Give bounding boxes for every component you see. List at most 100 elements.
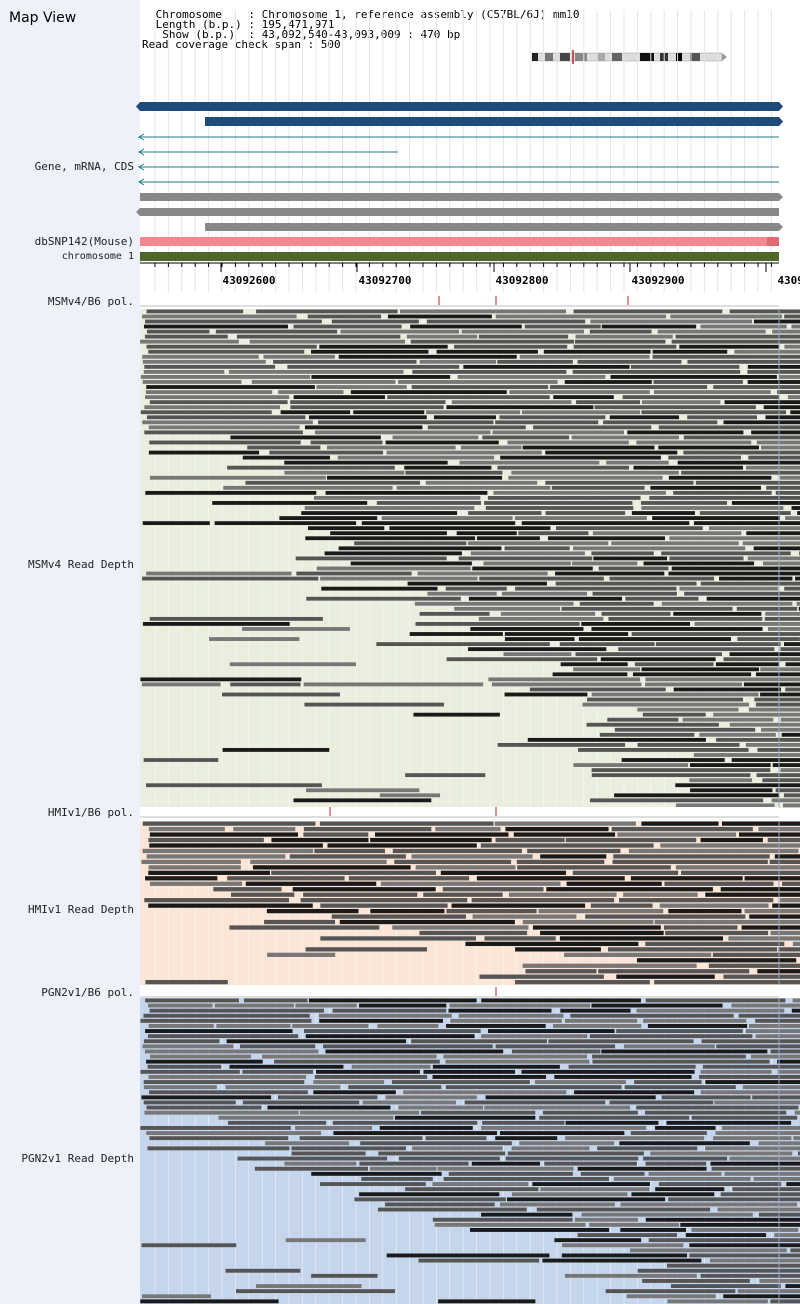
sequence-read <box>593 556 668 561</box>
sequence-read <box>143 1039 220 1044</box>
sequence-read <box>540 854 607 859</box>
sequence-read <box>636 1008 785 1013</box>
sequence-read <box>148 1024 214 1028</box>
sequence-read <box>655 642 781 647</box>
sequence-read <box>636 440 752 445</box>
sequence-read <box>753 546 800 551</box>
sequence-read <box>227 1120 327 1125</box>
sequence-read <box>285 1238 366 1243</box>
sequence-read <box>330 531 447 536</box>
sequence-read <box>719 576 793 581</box>
sequence-read <box>543 349 651 354</box>
sequence-read <box>144 1110 299 1115</box>
sequence-read <box>142 359 266 364</box>
sequence-read <box>603 420 718 425</box>
sequence-read <box>499 415 606 420</box>
sequence-read <box>361 521 516 526</box>
sequence-read <box>242 455 330 460</box>
sequence-read <box>783 803 800 808</box>
sequence-read <box>720 1192 800 1197</box>
sequence-read <box>578 637 732 641</box>
chromosome-ideogram <box>531 50 727 64</box>
sequence-read <box>668 571 800 576</box>
sequence-read <box>504 637 575 641</box>
sequence-read <box>456 531 517 536</box>
sequence-read <box>476 536 540 541</box>
sequence-read <box>293 798 432 803</box>
sequence-read <box>450 1018 562 1023</box>
cds-feature <box>205 223 779 231</box>
sequence-read <box>601 611 671 616</box>
sequence-read <box>461 329 584 334</box>
sequence-read <box>565 1120 659 1125</box>
sequence-read <box>534 1080 626 1084</box>
sequence-read <box>479 974 604 979</box>
sequence-read <box>376 642 550 647</box>
sequence-read <box>687 359 800 364</box>
sequence-read <box>793 1136 800 1141</box>
sequence-read <box>214 521 357 526</box>
sequence-read <box>683 435 800 440</box>
sequence-read <box>769 859 800 865</box>
sequence-read <box>753 319 800 324</box>
sequence-read <box>398 380 558 384</box>
sequence-read <box>774 854 800 859</box>
sequence-read <box>706 596 800 601</box>
sequence-read <box>149 1090 308 1095</box>
sequence-read <box>641 667 760 672</box>
sequence-read <box>508 892 617 897</box>
chromosome-track-bar <box>140 252 779 261</box>
sequence-read <box>797 1151 800 1156</box>
map-view-title: Map View <box>9 10 77 26</box>
sequence-read <box>464 1100 606 1105</box>
sequence-read <box>236 1289 396 1294</box>
sequence-read <box>746 465 800 470</box>
sequence-read <box>230 435 381 440</box>
sequence-read <box>403 1090 567 1095</box>
sequence-read <box>323 1044 493 1049</box>
sequence-read <box>143 1080 305 1084</box>
sequence-read <box>721 1126 800 1130</box>
sequence-read <box>594 405 756 410</box>
sequence-read <box>449 1003 591 1008</box>
sequence-read <box>141 859 241 865</box>
gene-feature <box>140 102 779 111</box>
sequence-read <box>691 1115 798 1120</box>
sequence-read <box>679 586 778 591</box>
sequence-read <box>148 837 264 843</box>
sequence-read <box>507 440 629 445</box>
sequence-read <box>723 420 800 425</box>
ruler-tick-label: 43092900 <box>632 274 685 287</box>
sequence-read <box>533 425 652 430</box>
sequence-read <box>412 1146 503 1151</box>
sequence-read <box>146 1059 263 1064</box>
sequence-read <box>479 576 604 581</box>
sequence-read <box>792 941 800 947</box>
sequence-read <box>675 334 800 339</box>
sequence-read <box>538 908 664 914</box>
sequence-read <box>582 702 749 707</box>
sequence-read <box>409 632 503 636</box>
sequence-read <box>572 561 638 566</box>
sequence-read <box>339 919 515 925</box>
sequence-read <box>738 832 800 837</box>
sequence-read <box>146 385 315 389</box>
sequence-read <box>607 717 679 722</box>
sequence-read <box>394 1115 536 1120</box>
sequence-read <box>668 475 772 480</box>
sequence-read <box>443 1054 587 1059</box>
sequence-read <box>386 450 542 455</box>
sequence-read <box>777 1059 800 1064</box>
sequence-read <box>764 616 800 621</box>
sequence-read <box>485 1095 656 1100</box>
sequence-read <box>146 309 244 314</box>
sequence-read <box>222 748 330 752</box>
sequence-read <box>632 672 752 677</box>
sequence-read <box>610 375 777 379</box>
sequence-read <box>700 581 800 586</box>
sequence-read <box>631 1192 715 1197</box>
sequence-read <box>780 717 800 722</box>
sequence-read <box>497 359 573 364</box>
sequence-read <box>670 1284 781 1288</box>
sequence-read <box>592 591 677 596</box>
